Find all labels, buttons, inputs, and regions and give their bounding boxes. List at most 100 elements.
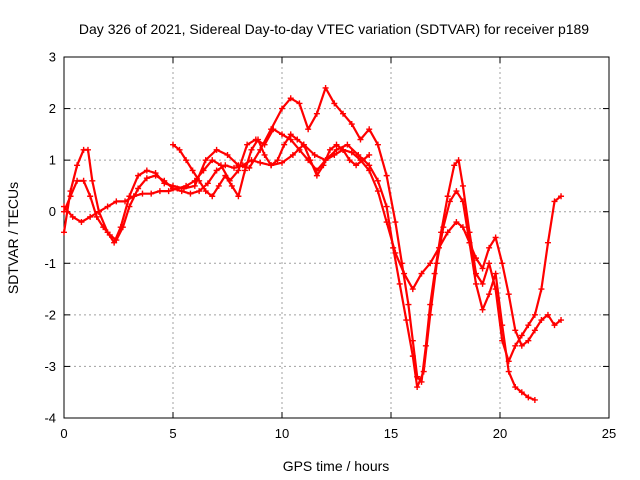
data-point <box>248 157 255 164</box>
data-point <box>61 203 67 210</box>
data-point <box>357 136 364 143</box>
data-point <box>451 162 458 169</box>
data-point <box>231 164 238 171</box>
data-point <box>453 219 460 226</box>
data-point <box>440 224 447 231</box>
data-point <box>74 177 81 184</box>
data-point <box>268 162 275 169</box>
data-point <box>246 164 253 171</box>
data-point <box>248 146 255 153</box>
y-tick-label: 1 <box>49 153 56 168</box>
data-point <box>307 157 314 164</box>
data-point <box>213 167 220 174</box>
data-point <box>139 190 146 197</box>
data-point <box>374 177 381 184</box>
data-point <box>459 182 466 189</box>
data-point <box>257 159 264 166</box>
data-point <box>279 105 285 112</box>
data-point <box>322 84 329 91</box>
data-point <box>183 157 190 164</box>
data-point <box>544 239 551 246</box>
data-point <box>512 342 519 349</box>
data-point <box>403 317 410 324</box>
data-point <box>459 198 466 205</box>
data-point <box>74 162 81 169</box>
x-tick-label: 25 <box>602 426 616 441</box>
series-track-a <box>61 84 565 385</box>
data-point <box>518 332 525 339</box>
data-point <box>405 301 412 308</box>
data-point <box>331 100 338 107</box>
data-point <box>200 167 207 174</box>
data-point <box>89 177 96 184</box>
data-point <box>209 193 216 200</box>
data-point <box>244 141 251 148</box>
y-axis-label: SDTVAR / TECUs <box>5 182 21 294</box>
x-tick-label: 5 <box>169 426 176 441</box>
series-track-d <box>170 131 373 200</box>
data-series <box>61 84 565 403</box>
data-point <box>213 146 220 153</box>
data-point <box>80 177 87 184</box>
data-point <box>392 249 399 256</box>
data-point <box>143 175 150 182</box>
data-point <box>113 198 120 205</box>
data-point <box>61 229 67 236</box>
data-point <box>348 149 355 156</box>
data-point <box>499 322 506 329</box>
data-point <box>486 291 493 298</box>
data-point <box>300 141 307 148</box>
data-point <box>296 100 303 107</box>
data-point <box>235 167 242 174</box>
data-point <box>228 182 235 189</box>
data-point <box>466 239 473 246</box>
data-point <box>287 131 294 138</box>
data-point <box>340 146 347 153</box>
data-point <box>525 337 532 344</box>
data-point <box>383 219 390 226</box>
data-point <box>374 141 381 148</box>
data-point <box>87 213 94 220</box>
data-point <box>126 203 133 210</box>
x-tick-label: 20 <box>493 426 507 441</box>
data-point <box>331 151 338 158</box>
x-tick-label: 15 <box>384 426 398 441</box>
data-point <box>209 157 216 164</box>
data-point <box>473 255 480 262</box>
data-point <box>202 188 209 195</box>
data-point <box>409 286 416 293</box>
data-point <box>479 306 486 313</box>
data-point <box>279 159 285 166</box>
data-point <box>196 188 203 195</box>
data-point <box>427 260 434 267</box>
data-point <box>340 110 347 117</box>
data-point <box>366 126 373 133</box>
data-point <box>281 141 288 148</box>
data-point <box>348 121 355 128</box>
data-point <box>444 193 451 200</box>
data-point <box>287 95 294 102</box>
data-point <box>270 126 277 133</box>
data-point <box>204 180 211 187</box>
axis-ticks: 0 5 10 15 20 25 -4 -3 -2 -1 0 1 2 3 <box>44 50 616 442</box>
data-point <box>313 172 320 179</box>
data-point <box>505 368 512 375</box>
data-point <box>156 188 163 195</box>
data-point <box>320 162 327 169</box>
data-point <box>459 224 466 231</box>
data-point <box>241 167 248 174</box>
data-point <box>78 219 85 226</box>
data-point <box>289 151 296 158</box>
y-tick-label: 2 <box>49 101 56 116</box>
data-point <box>473 280 480 287</box>
data-point <box>446 198 453 205</box>
data-point <box>135 172 142 179</box>
data-point <box>512 327 519 334</box>
data-point <box>427 311 434 318</box>
data-point <box>558 193 565 200</box>
data-point <box>420 368 427 375</box>
data-point <box>479 280 486 287</box>
data-point <box>538 286 545 293</box>
data-point <box>333 141 340 148</box>
